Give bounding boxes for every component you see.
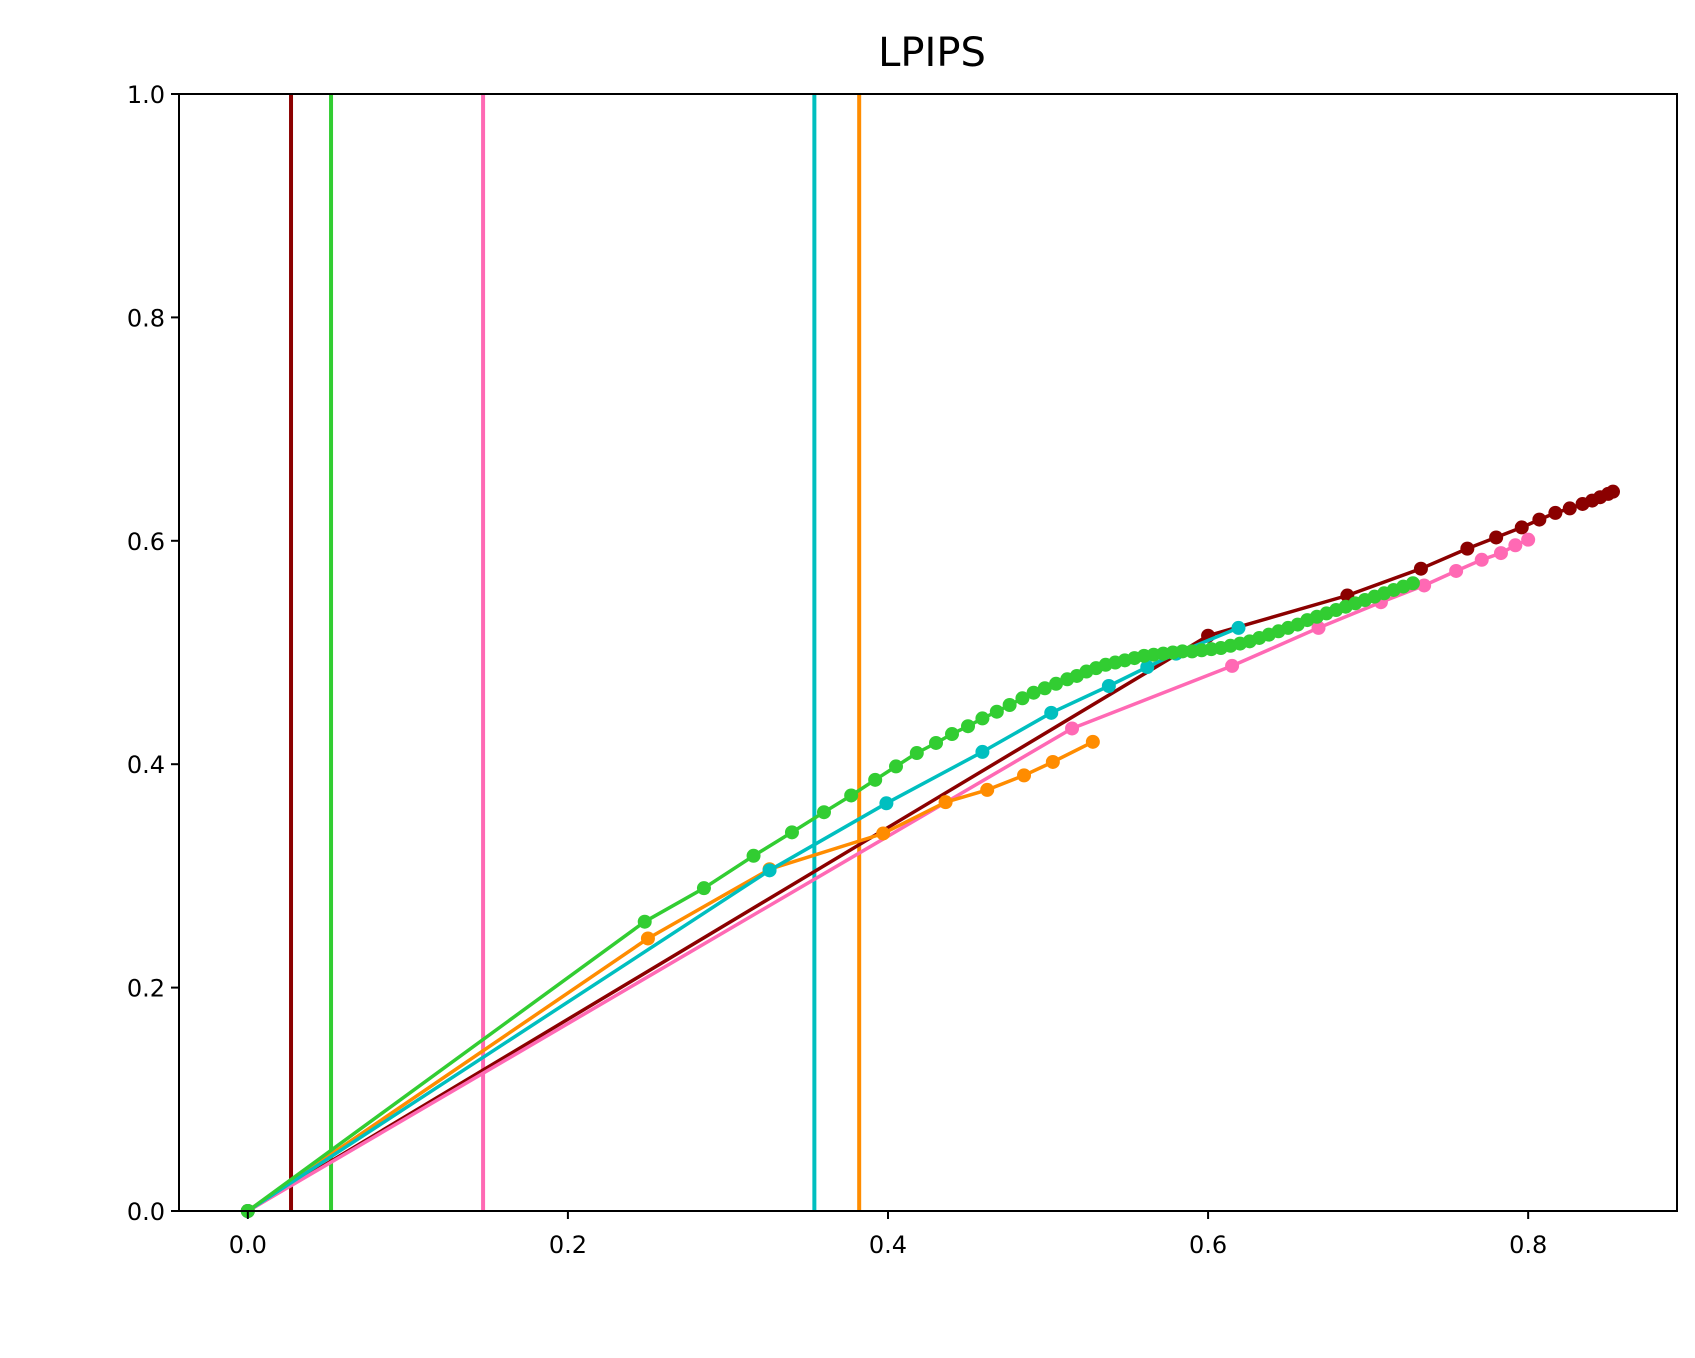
series-0 [240, 484, 1620, 1218]
data-point [975, 744, 990, 759]
data-point [1460, 541, 1475, 556]
series-line-1 [246, 538, 1529, 1213]
series-4 [240, 576, 1420, 1218]
data-point [1225, 658, 1240, 673]
data-point [1413, 561, 1428, 576]
data-point [1026, 685, 1041, 700]
data-point [1405, 576, 1420, 591]
y-tick-label: 0.2 [127, 975, 165, 1003]
vertical-reference-lines [289, 94, 862, 1211]
data-point [1562, 501, 1577, 516]
series-line-0 [246, 490, 1614, 1213]
y-axis: 0.0 0.2 0.4 0.6 0.8 1.0 [127, 81, 179, 1226]
data-point [1489, 530, 1504, 545]
x-tick-label: 0.0 [229, 1231, 267, 1259]
data-point [1049, 676, 1064, 691]
data-point [1140, 660, 1155, 675]
data-point [1417, 578, 1432, 593]
data-point [816, 805, 831, 820]
data-point [1311, 620, 1326, 635]
data-point [876, 826, 891, 841]
data-point [938, 795, 953, 810]
series-line-4 [246, 581, 1414, 1213]
data-point [1548, 505, 1563, 520]
data-point [929, 735, 944, 750]
data-point [844, 788, 859, 803]
data-point [1017, 768, 1032, 783]
chart-title: LPIPS [878, 30, 986, 76]
y-tick-label: 0.0 [127, 1198, 165, 1226]
data-point [989, 704, 1004, 719]
data-point [1037, 681, 1052, 696]
data-point [945, 727, 960, 742]
data-point [980, 782, 995, 797]
x-tick-label: 0.6 [1189, 1231, 1227, 1259]
data-point [975, 711, 990, 726]
data-point [762, 863, 777, 878]
y-tick-label: 0.6 [127, 528, 165, 556]
data-point [961, 719, 976, 734]
x-tick-label: 0.2 [549, 1231, 587, 1259]
data-point [879, 796, 894, 811]
data-point [637, 914, 652, 929]
y-tick-label: 0.8 [127, 304, 165, 332]
data-point [1231, 620, 1246, 635]
data-point [696, 881, 711, 896]
data-point [1045, 754, 1060, 769]
data-point [1449, 563, 1464, 578]
data-point [1605, 484, 1620, 499]
y-tick-label: 0.4 [127, 751, 165, 779]
data-point [1101, 679, 1116, 694]
data-point [1044, 705, 1059, 720]
data-point [888, 759, 903, 774]
data-point [1085, 734, 1100, 749]
data-point [909, 746, 924, 761]
data-point [1474, 552, 1489, 567]
data-point [1508, 538, 1523, 553]
y-tick-label: 1.0 [127, 81, 165, 109]
data-point [1175, 644, 1190, 659]
series-line-2 [246, 740, 1094, 1213]
data-point [1514, 520, 1529, 535]
series-layer [240, 484, 1620, 1218]
data-point [1521, 532, 1536, 547]
data-point [1532, 512, 1547, 527]
data-point [640, 931, 655, 946]
data-point [1002, 697, 1017, 712]
data-point [784, 825, 799, 840]
plot-frame [178, 93, 1678, 1212]
series-2 [240, 734, 1100, 1218]
data-point [1065, 721, 1080, 736]
data-point [1493, 546, 1508, 561]
series-1 [240, 532, 1536, 1218]
data-point [868, 772, 883, 787]
x-tick-label: 0.8 [1509, 1231, 1547, 1259]
x-tick-label: 0.4 [869, 1231, 907, 1259]
data-point [746, 848, 761, 863]
data-point [1015, 691, 1030, 706]
x-axis: 0.0 0.2 0.4 0.6 0.8 [229, 1211, 1547, 1259]
